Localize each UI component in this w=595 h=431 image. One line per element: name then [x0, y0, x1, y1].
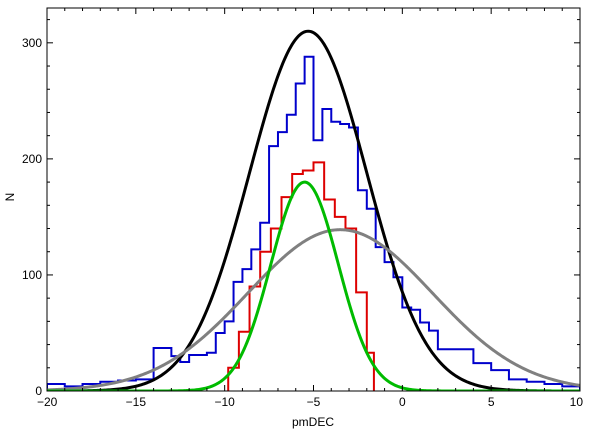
y-axis-label: N	[3, 193, 17, 202]
y-tick-label: 200	[22, 152, 42, 166]
y-tick-label: 0	[35, 384, 42, 398]
x-tick-label: −20	[37, 395, 58, 409]
histogram-2	[227, 161, 375, 391]
x-tick-label: 10	[570, 395, 584, 409]
plot-area	[47, 29, 580, 391]
x-tick-label: 5	[488, 395, 495, 409]
x-tick-label: −10	[214, 395, 235, 409]
y-tick-label: 100	[22, 268, 42, 282]
y-tick-label: 300	[22, 36, 42, 50]
fit-curve-2	[47, 228, 580, 391]
x-tick-label: −5	[307, 395, 321, 409]
histogram-1	[47, 55, 580, 391]
plot-layer	[47, 29, 580, 391]
x-tick-label: 0	[399, 395, 406, 409]
x-tick-label: −15	[126, 395, 147, 409]
fit-curve-3	[47, 180, 580, 391]
x-axis-label: pmDEC	[292, 415, 334, 429]
